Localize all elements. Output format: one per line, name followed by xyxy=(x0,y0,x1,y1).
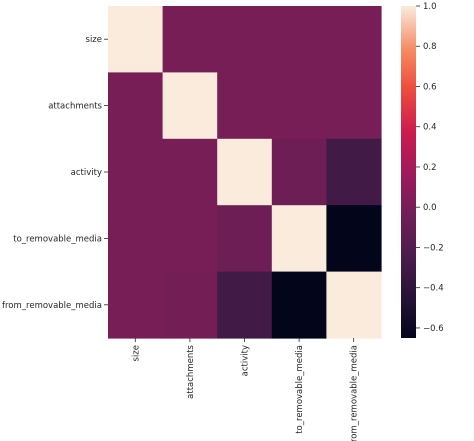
colorbar-tick-label: 0.0 xyxy=(423,203,437,213)
heatmap-cell xyxy=(217,72,273,140)
row-label: from_removable_media xyxy=(2,301,102,311)
heatmap-cell xyxy=(162,72,218,140)
column-label: to_removable_media xyxy=(295,345,305,434)
heatmap-cell xyxy=(108,6,164,73)
heatmap-cell xyxy=(271,271,327,339)
heatmap-cell xyxy=(271,6,327,73)
heatmap-cells xyxy=(108,6,382,339)
heatmap-cell xyxy=(271,205,327,273)
colorbar-tick-label: −0.4 xyxy=(423,284,444,294)
heatmap-cell xyxy=(162,6,218,73)
heatmap-cell xyxy=(108,138,164,206)
colorbar-tick-label: −0.6 xyxy=(423,324,444,334)
row-label: to_removable_media xyxy=(13,234,102,244)
heatmap-cell xyxy=(162,138,218,206)
heatmap-cell xyxy=(271,72,327,140)
heatmap-cell xyxy=(162,271,218,339)
heatmap-cell xyxy=(162,205,218,273)
row-labels: size attachments activity to_removable_medi… xyxy=(2,35,108,311)
colorbar-tick-label: 0.8 xyxy=(423,42,437,52)
colorbar-gradient xyxy=(401,6,416,338)
column-labels: size attachments activity to_removable_medi… xyxy=(131,338,360,441)
row-label: attachments xyxy=(48,102,102,112)
colorbar-tick-label: 0.2 xyxy=(423,163,437,173)
column-label: attachments xyxy=(186,344,196,398)
column-label: activity xyxy=(241,345,251,376)
heatmap-cell xyxy=(108,271,164,339)
colorbar-tick-label: 1.0 xyxy=(423,2,437,12)
row-label: size xyxy=(86,35,102,45)
column-label: from_removable_media xyxy=(350,345,360,441)
colorbar-tick-label: 0.6 xyxy=(423,82,437,92)
heatmap-cell xyxy=(108,72,164,140)
heatmap-cell xyxy=(326,72,382,140)
heatmap-cell xyxy=(217,271,273,339)
heatmap-cell xyxy=(217,205,273,273)
colorbar: 1.0 0.8 0.6 0.4 0.2 0.0 −0.2 −0.4 −0.6 xyxy=(401,2,444,338)
heatmap-cell xyxy=(271,138,327,206)
colorbar-tick-label: 0.4 xyxy=(423,123,437,133)
heatmap-cell xyxy=(108,205,164,273)
heatmap-cell xyxy=(326,271,382,339)
row-label: activity xyxy=(71,168,102,178)
heatmap-cell xyxy=(217,138,273,206)
heatmap-cell xyxy=(326,6,382,73)
heatmap-cell xyxy=(326,205,382,273)
heatmap-cell xyxy=(326,138,382,206)
column-label: size xyxy=(131,345,141,361)
colorbar-tick-label: −0.2 xyxy=(423,243,444,253)
heatmap-cell xyxy=(217,6,273,73)
